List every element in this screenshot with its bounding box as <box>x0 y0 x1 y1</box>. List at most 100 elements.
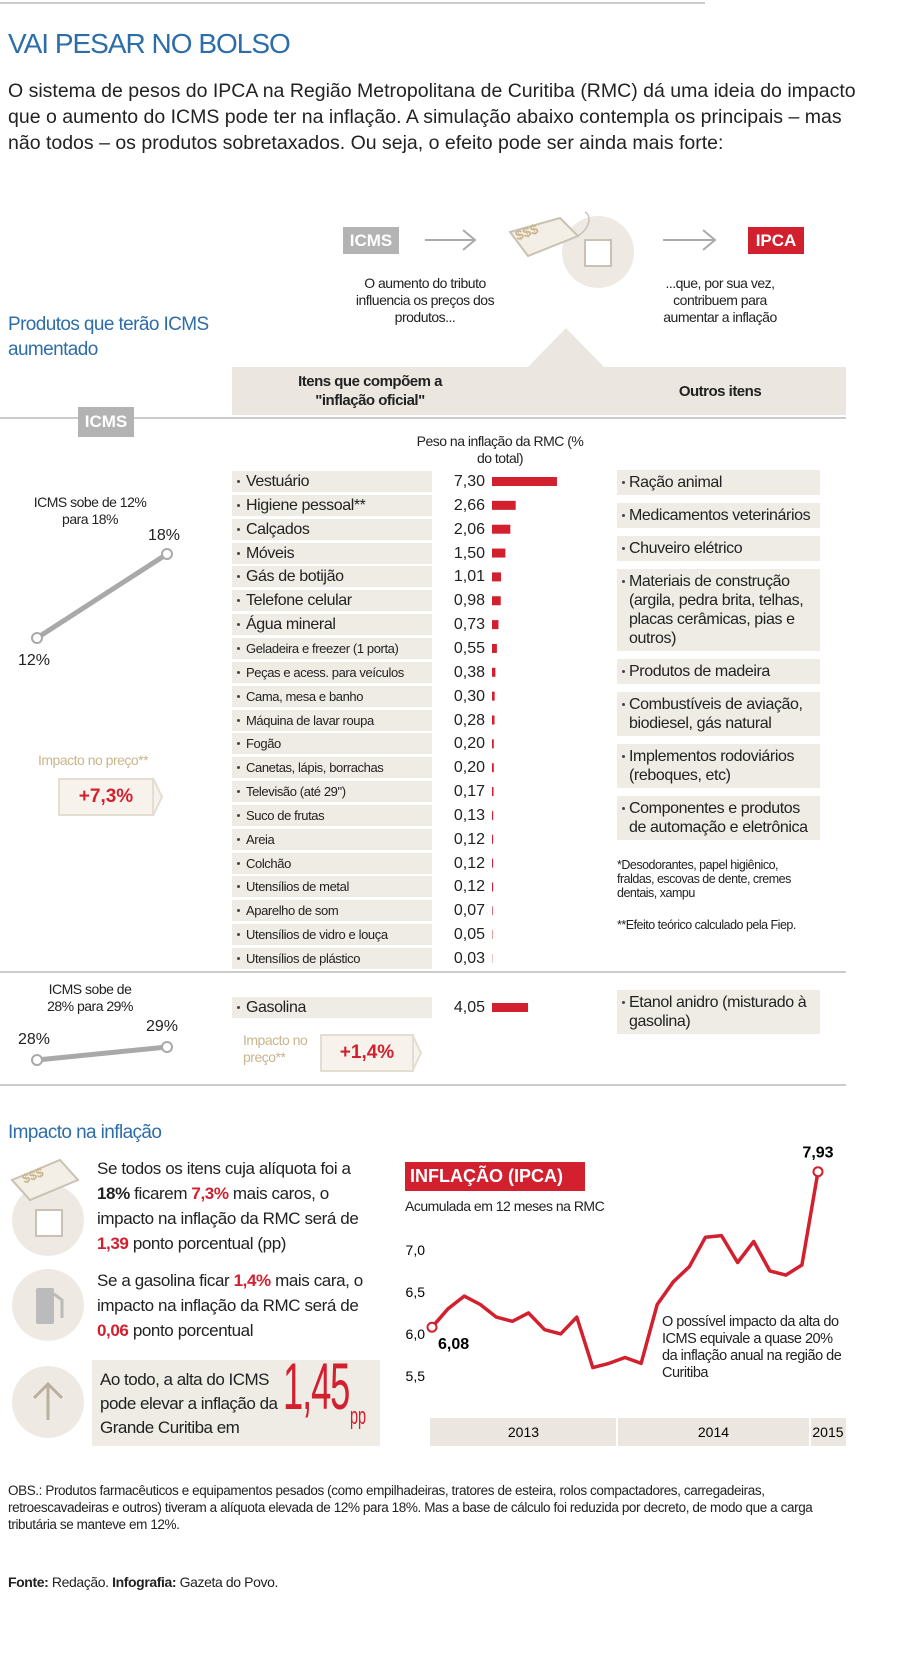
value-label: 7,93 <box>802 1145 833 1162</box>
header-band <box>232 367 846 415</box>
item-label: Colchão <box>232 852 432 874</box>
rate-point <box>161 1041 173 1053</box>
gas-pump-icon <box>36 1288 54 1324</box>
statement-part: ponto porcentual (pp) <box>128 1234 287 1253</box>
item-label: Suco de frutas <box>232 804 432 826</box>
value-label: 0,13 <box>453 806 485 824</box>
other-item: Chuveiro elétrico <box>617 536 820 561</box>
value-label: 2,06 <box>453 520 485 538</box>
value-label: 0,20 <box>453 735 485 753</box>
item-label: Telefone celular <box>232 590 432 612</box>
value-label: 4,05 <box>453 999 485 1016</box>
item-label: Utensílios de vidro e louça <box>232 924 432 946</box>
tag-tip <box>152 777 164 817</box>
rate-point <box>161 548 173 560</box>
note: **Efeito teórico calculado pela Fiep. <box>617 918 796 932</box>
flow-caption: O aumento do tributo influencia os preço… <box>355 275 495 325</box>
total-text: Ao todo, a alta do ICMS pode elevar a in… <box>100 1370 278 1437</box>
bar <box>492 1003 529 1012</box>
value-label: 1,01 <box>453 568 485 586</box>
y-tick-label: 6,5 <box>406 1284 426 1300</box>
value-label: 0,20 <box>453 759 485 777</box>
bar <box>492 739 494 749</box>
item-label: Fogão <box>232 733 432 755</box>
statement-part: Se a gasolina ficar <box>97 1271 234 1290</box>
impact-value: +7,3% <box>58 778 154 816</box>
value-label: 7,30 <box>453 473 485 490</box>
bar <box>492 715 495 725</box>
rate-to: 18% <box>148 527 181 544</box>
item-label: Cama, mesa e banho <box>232 685 432 707</box>
chart-title: INFLAÇÃO (IPCA) <box>410 1166 563 1186</box>
gas-pump-hose <box>53 1292 64 1318</box>
statement-part: ponto porcentual <box>128 1321 254 1340</box>
value-label: 0,98 <box>453 592 485 610</box>
statement-part: mais cara, o impacto na inflação da RMC … <box>97 1271 363 1315</box>
point <box>426 1321 438 1333</box>
other-item: Produtos de madeira <box>617 659 820 684</box>
other-item: Materiais de construção (argila, pedra b… <box>617 569 820 651</box>
rate-point <box>31 1054 43 1066</box>
bar <box>492 906 493 916</box>
chart-title-box <box>405 1162 585 1191</box>
item-label: Higiene pessoal** <box>232 494 432 516</box>
intro: O sistema de pesos do IPCA na Região Met… <box>8 80 856 154</box>
rate-caption: ICMS sobe de 12% para 18% <box>33 494 147 527</box>
section-title: Impacto na inflação <box>8 1122 162 1143</box>
icms-tag: ICMS <box>78 407 134 437</box>
other-item: Medicamentos veterinários <box>617 503 820 528</box>
bar <box>492 810 494 820</box>
y-tick-label: 6,0 <box>406 1326 426 1342</box>
bar <box>492 882 494 892</box>
icms-tag: ICMS <box>343 227 399 254</box>
bar <box>492 548 506 558</box>
statement-part: 7,3% <box>191 1184 229 1203</box>
value-label: 0,17 <box>453 783 485 801</box>
bar <box>492 643 497 653</box>
bar <box>492 787 494 797</box>
item-label: Móveis <box>232 542 432 564</box>
up-arrow-icon <box>32 1381 64 1420</box>
credits: Fonte: Redação. Infografia: Gazeta do Po… <box>8 1574 858 1590</box>
item-label: Utensílios de plástico <box>232 948 432 969</box>
impact-value: +1,4% <box>320 1034 414 1072</box>
item-label: Calçados <box>232 518 432 540</box>
rate-line <box>35 551 169 641</box>
value-label: 1,50 <box>453 544 485 562</box>
column-header: Outros itens <box>678 383 762 400</box>
value-label: 0,38 <box>453 663 485 681</box>
graphic: Gazeta do Povo. <box>179 1574 279 1590</box>
other-item: Implementos rodoviários (reboques, etc) <box>617 744 820 788</box>
impact-label: Impacto no preço** <box>243 1032 308 1065</box>
statement-part: 0,06 <box>97 1321 129 1340</box>
bar <box>492 691 495 701</box>
note: *Desodorantes, papel higiênico, fraldas,… <box>617 858 791 900</box>
bar <box>492 858 494 868</box>
item-label: Máquina de lavar roupa <box>232 709 432 731</box>
item-label: Canetas, lápis, borrachas <box>232 757 432 779</box>
box-icon <box>35 1209 63 1237</box>
rate-line <box>36 1044 168 1063</box>
statement-part: 1,4% <box>233 1271 272 1290</box>
arrow-head <box>462 229 477 251</box>
item-label: Vestuário <box>232 471 432 492</box>
bar <box>492 477 557 486</box>
price-tag-icon <box>10 1158 80 1202</box>
impact-label: Impacto no preço** <box>38 752 149 768</box>
flow-caption: ...que, por sua vez, contribuem para aum… <box>663 275 777 325</box>
value-label: 0,07 <box>453 902 485 920</box>
value-label: 0,03 <box>453 950 485 967</box>
chart-annotation: O possível impacto da alta do ICMS equiv… <box>662 1314 842 1381</box>
rate-caption: ICMS sobe de 28% para 29% <box>47 981 133 1014</box>
item-label: Gás de botijão <box>232 566 432 588</box>
statement-part: Se todos os itens cuja alíquota foi a <box>97 1159 351 1178</box>
item-label: Peças e acess. para veículos <box>232 661 432 683</box>
ipca-tag: IPCA <box>748 227 804 254</box>
tag-string <box>577 211 590 237</box>
y-tick-label: 7,0 <box>406 1242 426 1258</box>
bar <box>492 500 516 510</box>
x-axis-band <box>430 1418 846 1446</box>
bar <box>492 834 494 844</box>
rate-from: 28% <box>18 1031 51 1048</box>
